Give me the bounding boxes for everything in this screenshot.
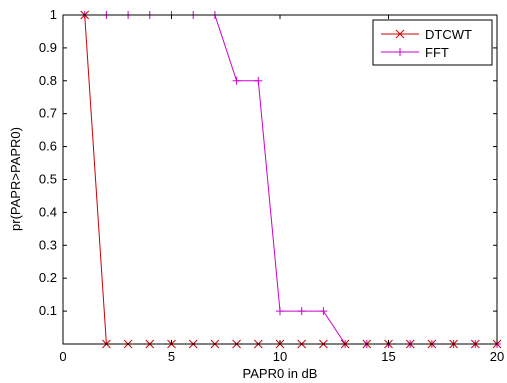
y-tick-label: 0.6: [39, 139, 57, 154]
y-tick-label: 0.4: [39, 204, 57, 219]
data-point-fft: [254, 76, 263, 85]
y-axis-label: pr(PAPR>PAPR0): [8, 127, 23, 231]
x-tick-label: 10: [273, 349, 287, 364]
legend-entries: DTCWT FFT: [381, 27, 472, 60]
y-tick-label: 0.1: [39, 303, 57, 318]
data-point-fft: [319, 307, 328, 316]
x-tick-label: 5: [168, 349, 175, 364]
y-tick-label: 0.3: [39, 237, 57, 252]
y-tick-label: 0.5: [39, 172, 57, 187]
legend-swatch-marker-stroke-b: [395, 29, 405, 39]
legend-label: FFT: [425, 45, 449, 60]
legend-item-dtcwt: DTCWT: [381, 27, 472, 42]
y-tick-label: 0.2: [39, 270, 57, 285]
x-tick-label: 0: [59, 349, 66, 364]
x-tick-label: 15: [381, 349, 395, 364]
data-point-fft: [232, 76, 241, 85]
data-point-fft: [297, 307, 306, 316]
x-axis-label: PAPR0 in dB: [243, 366, 318, 381]
legend-item-fft: FFT: [381, 45, 449, 60]
plot-frame: [62, 14, 498, 345]
legend: DTCWT FFT: [372, 19, 493, 66]
y-tick-label: 0.8: [39, 73, 57, 88]
plot-area: [63, 15, 497, 344]
x-tick-label: 20: [490, 349, 504, 364]
ticks-layer: 0 5 10 15 20 0.1 0.2 0.3 0.4 0.5 0.6 0.7 0.8 0.9 1: [39, 7, 504, 364]
y-tick-label: 0.7: [39, 106, 57, 121]
legend-swatch-marker: [395, 29, 405, 39]
legend-swatch-marker: [396, 48, 404, 56]
data-point-fft: [276, 307, 284, 316]
legend-label: DTCWT: [425, 27, 472, 42]
y-tick-label: 1: [50, 7, 57, 22]
y-tick-label: 0.9: [39, 40, 57, 55]
legend-box: [372, 19, 493, 66]
